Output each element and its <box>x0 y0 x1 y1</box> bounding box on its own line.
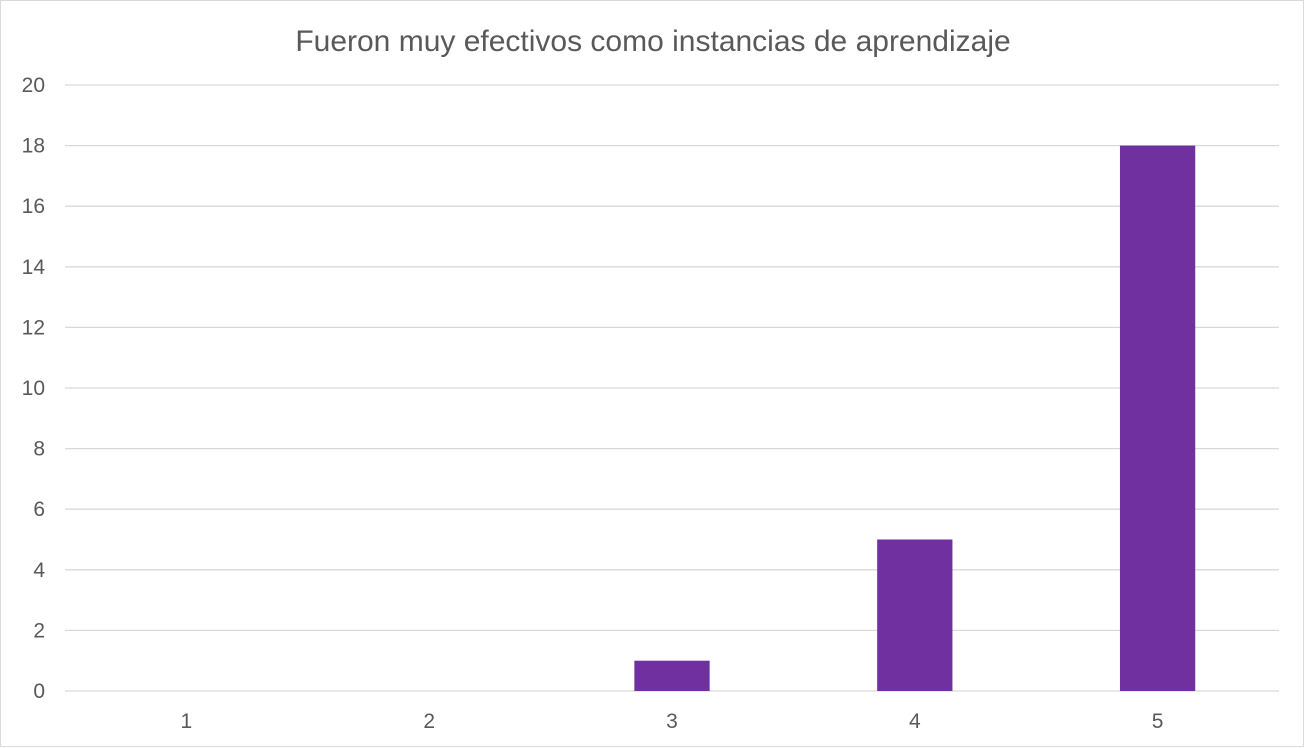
y-tick-label: 20 <box>22 74 45 97</box>
x-axis-tick-labels: 1 2 3 4 5 <box>181 710 1164 733</box>
y-tick-label: 14 <box>22 256 46 279</box>
x-tick-label: 4 <box>909 710 921 733</box>
bar-3 <box>634 660 710 691</box>
y-tick-label: 18 <box>22 135 45 158</box>
x-tick-label: 5 <box>1152 710 1164 733</box>
y-tick-label: 2 <box>33 619 45 642</box>
bars <box>634 145 1196 692</box>
y-tick-label: 16 <box>22 195 45 218</box>
y-tick-label: 4 <box>33 559 45 582</box>
y-axis-tick-labels: 0 2 4 6 8 10 12 14 16 18 20 <box>22 74 46 703</box>
y-tick-label: 0 <box>33 680 45 703</box>
y-tick-label: 12 <box>22 316 45 339</box>
grid-lines <box>65 84 1279 692</box>
chart-title: Fueron muy efectivos como instancias de … <box>295 25 1010 58</box>
y-tick-label: 6 <box>33 498 45 521</box>
x-tick-label: 2 <box>423 710 435 733</box>
y-tick-label: 8 <box>33 438 45 461</box>
y-tick-label: 10 <box>22 377 45 400</box>
bar-5 <box>1119 145 1196 692</box>
x-tick-label: 3 <box>666 710 678 733</box>
bar-4 <box>877 539 953 691</box>
x-tick-label: 1 <box>181 710 193 733</box>
